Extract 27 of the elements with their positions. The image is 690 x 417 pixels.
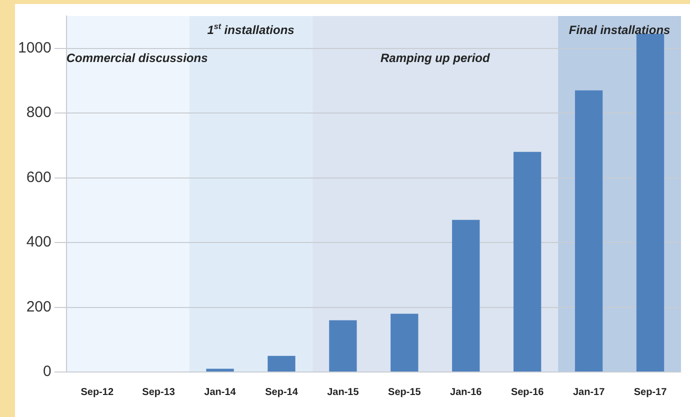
- x-tick-label: Sep-12: [80, 386, 114, 398]
- band-label: Commercial discussions: [66, 51, 208, 65]
- x-tick-label: Sep-15: [388, 386, 422, 398]
- bar: [636, 34, 664, 372]
- bar: [514, 152, 542, 372]
- x-tick-label: Sep-14: [265, 386, 298, 398]
- x-tick-label: Jan-17: [572, 386, 606, 398]
- x-tick-label: Sep-13: [142, 386, 176, 398]
- y-tick-label: 400: [26, 234, 52, 251]
- bar: [574, 90, 603, 372]
- x-tick-label: Jan-15: [327, 386, 360, 398]
- y-tick-label: 800: [26, 104, 52, 122]
- y-tick-label: 1000: [18, 40, 52, 57]
- bar: [329, 320, 357, 372]
- x-tick-label: Sep-17: [634, 386, 668, 398]
- band-label: Final installations: [568, 23, 671, 37]
- bar: [268, 356, 296, 372]
- bar: [452, 220, 480, 372]
- y-tick-label: 0: [43, 363, 52, 380]
- x-tick-label: Jan-14: [204, 386, 236, 398]
- x-tick-label: Jan-16: [450, 386, 482, 398]
- x-tick-label: Sep-16: [510, 386, 544, 398]
- bar: [206, 368, 234, 372]
- y-tick-label: 600: [26, 168, 52, 186]
- band-label: Ramping up period: [380, 51, 490, 65]
- bar: [390, 314, 418, 372]
- y-tick-label: 200: [26, 298, 52, 316]
